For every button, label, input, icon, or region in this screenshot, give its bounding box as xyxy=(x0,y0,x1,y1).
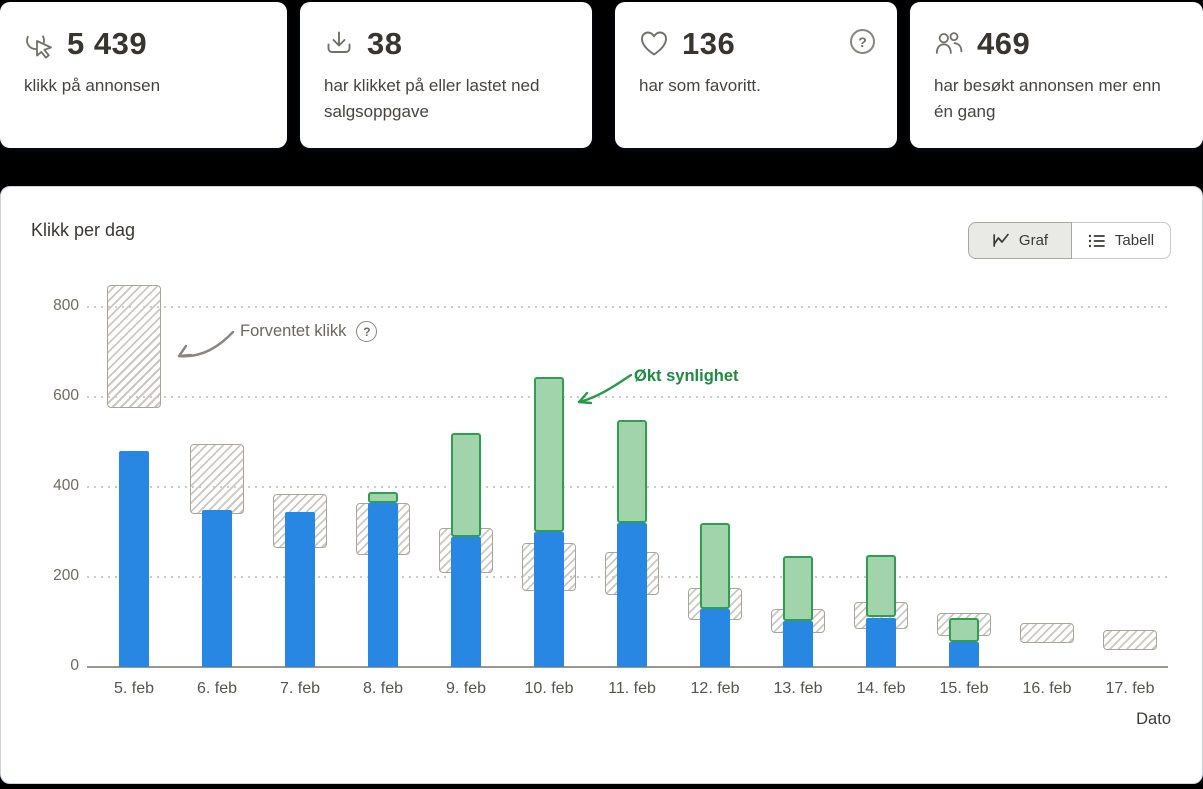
return-visitors-label: har besøkt annonsen mer enn én gang xyxy=(934,76,1161,121)
clicks-per-day-panel: Klikk per dag Graf Tabell 0 200 400 600 800 5… xyxy=(0,186,1203,784)
clicks-bar[interactable] xyxy=(783,620,813,667)
ytick-0: 0 xyxy=(70,657,79,674)
clicks-bar[interactable] xyxy=(617,523,647,667)
expected-range-bar xyxy=(107,284,161,409)
expected-range-bar xyxy=(190,444,244,514)
graf-toggle-label: Graf xyxy=(1018,232,1049,249)
return-visitors-value: 469 xyxy=(977,26,1031,61)
expected-clicks-arrow xyxy=(177,330,235,358)
stat-card-downloads: 38 har klikket på eller lastet ned salgs… xyxy=(300,2,592,148)
boost-annotation-label: Økt synlighet xyxy=(634,367,739,385)
xtick-17feb: 17. feb xyxy=(1105,680,1155,697)
boost-bar[interactable] xyxy=(866,555,896,618)
list-icon xyxy=(1088,234,1105,247)
xtick-12feb: 12. feb xyxy=(690,680,740,697)
tabell-toggle-label: Tabell xyxy=(1114,232,1155,249)
clicks-bar[interactable] xyxy=(202,509,232,667)
tabell-toggle-button[interactable]: Tabell xyxy=(1071,222,1171,259)
x-axis-line xyxy=(87,666,1168,668)
graf-toggle-button[interactable]: Graf xyxy=(968,222,1072,259)
gridline-800 xyxy=(87,306,1168,308)
download-icon xyxy=(324,29,354,59)
view-toggle: Graf Tabell xyxy=(968,222,1171,259)
heart-icon xyxy=(639,29,669,59)
line-chart-icon xyxy=(993,233,1009,247)
expected-range-bar xyxy=(1020,622,1074,643)
people-icon xyxy=(934,29,964,59)
expected-clicks-help-icon[interactable]: ? xyxy=(356,321,378,342)
clicks-bar[interactable] xyxy=(368,502,398,667)
stat-card-favorites: 136 har som favoritt. ? xyxy=(615,2,897,148)
clicks-bar[interactable] xyxy=(866,617,896,667)
xtick-13feb: 13. feb xyxy=(773,680,823,697)
downloads-value: 38 xyxy=(367,26,403,61)
favorites-value: 136 xyxy=(682,26,736,61)
ytick-200: 200 xyxy=(53,567,79,584)
xtick-16feb: 16. feb xyxy=(1022,680,1072,697)
clicks-bar[interactable] xyxy=(700,609,730,667)
clicks-bar[interactable] xyxy=(285,511,315,667)
xtick-8feb: 8. feb xyxy=(362,680,404,697)
boost-bar[interactable] xyxy=(617,419,647,523)
chart-title: Klikk per dag xyxy=(31,220,136,240)
xtick-14feb: 14. feb xyxy=(856,680,906,697)
clicks-value: 5 439 xyxy=(67,26,148,61)
boost-arrow xyxy=(577,373,633,405)
xtick-10feb: 10. feb xyxy=(524,680,574,697)
expected-clicks-annotation-label: Forventet klikk xyxy=(240,322,347,340)
xtick-7feb: 7. feb xyxy=(279,680,321,697)
favorites-label: har som favoritt. xyxy=(639,76,761,95)
favorites-help-icon[interactable]: ? xyxy=(850,29,875,54)
ytick-600: 600 xyxy=(53,387,79,404)
plot-area: 0 200 400 600 800 5. feb 6. feb 7. feb 8. feb 9. … xyxy=(1,187,1203,785)
boost-bar[interactable] xyxy=(949,617,979,643)
boost-bar[interactable] xyxy=(451,433,481,537)
boost-bar[interactable] xyxy=(700,523,730,610)
expected-clicks-annotation: Forventet klikk ? xyxy=(240,321,378,342)
xtick-6feb: 6. feb xyxy=(196,680,238,697)
boost-bar[interactable] xyxy=(534,376,564,532)
clicks-label: klikk på annonsen xyxy=(24,76,161,95)
clicks-bar[interactable] xyxy=(949,642,979,667)
xtick-15feb: 15. feb xyxy=(939,680,989,697)
xaxis-title: Dato xyxy=(1136,710,1171,728)
xtick-5feb: 5. feb xyxy=(113,680,155,697)
downloads-label: har klikket på eller lastet ned salgsopp… xyxy=(324,76,540,121)
ytick-400: 400 xyxy=(53,477,79,494)
expected-range-bar xyxy=(1103,630,1157,650)
clicks-bar[interactable] xyxy=(119,451,149,667)
boost-bar[interactable] xyxy=(368,491,398,503)
xtick-11feb: 11. feb xyxy=(608,680,656,697)
stat-card-return-visitors: 469 har besøkt annonsen mer enn én gang xyxy=(910,2,1203,148)
gridline-600 xyxy=(87,396,1168,398)
xtick-9feb: 9. feb xyxy=(445,680,487,697)
clicks-bar[interactable] xyxy=(534,532,564,667)
ytick-800: 800 xyxy=(53,297,79,314)
clicks-bar[interactable] xyxy=(451,536,481,667)
boost-bar[interactable] xyxy=(783,555,813,621)
stat-card-clicks: 5 439 klikk på annonsen xyxy=(0,2,287,148)
cursor-click-icon xyxy=(24,29,54,59)
